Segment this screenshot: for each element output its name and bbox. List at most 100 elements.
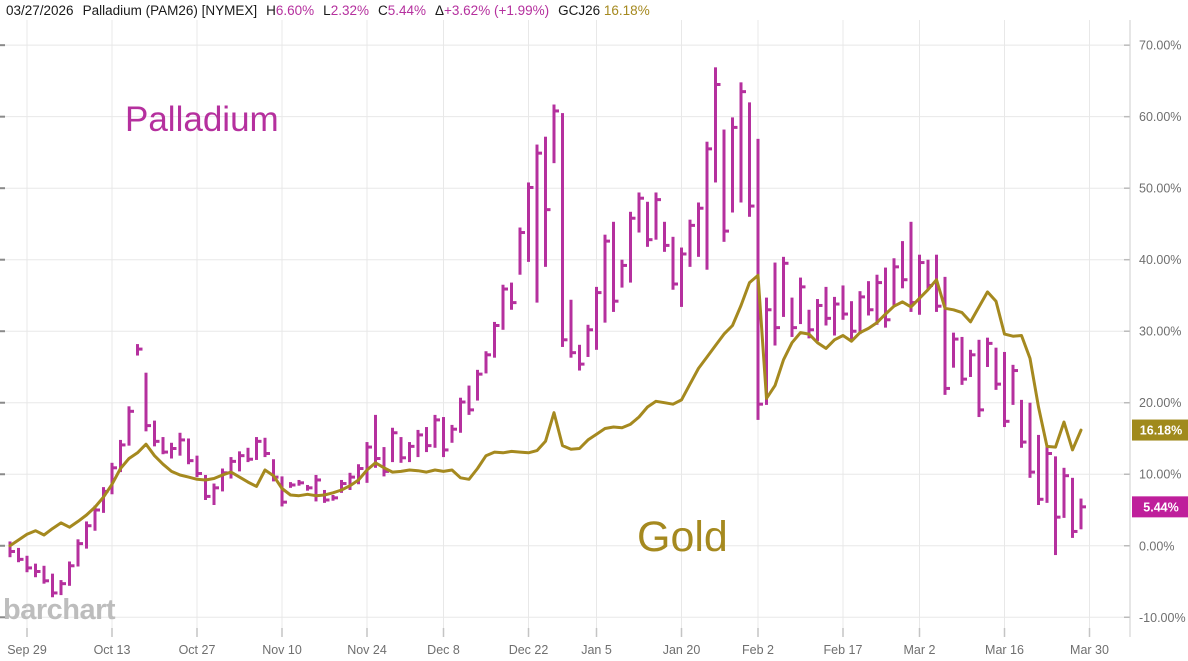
palladium-hlc-bar bbox=[340, 479, 343, 493]
palladium-hlc-bar bbox=[671, 236, 675, 290]
palladium-hlc-bar bbox=[484, 351, 488, 374]
palladium-hlc-bar bbox=[119, 439, 122, 473]
palladium-close-tick bbox=[9, 549, 15, 553]
palladium-close-tick bbox=[834, 302, 840, 306]
palladium-hlc-bar bbox=[680, 247, 683, 307]
palladium-close-tick bbox=[434, 418, 440, 422]
palladium-close-tick bbox=[443, 448, 449, 452]
palladium-close-tick bbox=[213, 486, 219, 490]
palladium-hlc-bar bbox=[314, 474, 318, 502]
palladium-close-tick bbox=[970, 353, 976, 357]
palladium-hlc-bar bbox=[841, 285, 845, 320]
palladium-close-tick bbox=[647, 238, 653, 242]
palladium-close-tick bbox=[706, 147, 712, 151]
palladium-close-tick bbox=[460, 400, 466, 404]
palladium-hlc-bar bbox=[76, 539, 80, 567]
palladium-hlc-bar bbox=[994, 347, 998, 390]
palladium-close-tick bbox=[111, 466, 117, 470]
palladium-close-tick bbox=[876, 281, 882, 285]
palladium-hlc-bar bbox=[204, 474, 207, 500]
palladium-hlc-bar bbox=[943, 276, 947, 395]
palladium-hlc-bar bbox=[1045, 446, 1049, 503]
palladium-hlc-bar bbox=[773, 262, 777, 346]
x-tick-label: Dec 8 bbox=[427, 643, 460, 657]
palladium-hlc-bar bbox=[255, 437, 258, 460]
palladium-hlc-bar bbox=[246, 447, 250, 463]
palladium-hlc-bar bbox=[1037, 434, 1040, 505]
palladium-close-tick bbox=[655, 198, 661, 202]
palladium-close-tick bbox=[613, 299, 619, 303]
palladium-close-tick bbox=[128, 409, 134, 413]
palladium-close-tick bbox=[715, 82, 721, 86]
palladium-close-tick bbox=[307, 486, 313, 490]
palladium-hlc-bar bbox=[450, 424, 454, 443]
palladium-hlc-bar bbox=[187, 438, 190, 465]
palladium-close-tick bbox=[808, 328, 814, 332]
palladium-close-tick bbox=[77, 542, 83, 546]
x-tick-label: Dec 22 bbox=[509, 643, 549, 657]
palladium-hlc-bar bbox=[986, 337, 989, 367]
palladium-hlc-bar bbox=[272, 459, 275, 482]
palladium-hlc-bar bbox=[654, 192, 658, 240]
palladium-hlc-bar bbox=[59, 580, 63, 596]
gold-price-line bbox=[8, 273, 1083, 548]
y-tick-label: 10.00% bbox=[1139, 468, 1181, 482]
palladium-close-tick bbox=[18, 557, 24, 561]
palladium-close-tick bbox=[953, 337, 959, 341]
palladium-close-tick bbox=[137, 347, 143, 351]
palladium-close-tick bbox=[1004, 419, 1010, 423]
palladium-close-tick bbox=[349, 475, 355, 479]
palladium-hlc-bar bbox=[833, 296, 836, 336]
palladium-close-tick bbox=[179, 438, 185, 442]
delta-value: +3.62% (+1.99%) bbox=[444, 3, 550, 18]
palladium-close-tick bbox=[1046, 452, 1052, 456]
palladium-close-tick bbox=[196, 472, 202, 476]
gold-quote: GCJ26 16.18% bbox=[558, 3, 650, 18]
palladium-hlc-bar bbox=[467, 385, 471, 415]
palladium-close-tick bbox=[944, 386, 950, 390]
palladium-hlc-bar bbox=[858, 291, 862, 335]
palladium-close-tick bbox=[485, 353, 491, 357]
palladium-hlc-bar bbox=[816, 299, 819, 342]
palladium-hlc-bar bbox=[1028, 402, 1032, 478]
palladium-hlc-bar bbox=[790, 297, 794, 337]
palladium-close-tick bbox=[120, 443, 126, 447]
palladium-close-tick bbox=[596, 291, 602, 295]
palladium-close-tick bbox=[60, 582, 66, 586]
palladium-close-tick bbox=[723, 229, 729, 233]
palladium-hlc-bar bbox=[85, 521, 88, 549]
palladium-close-tick bbox=[1063, 474, 1069, 478]
palladium-hlc-bar bbox=[357, 464, 360, 485]
palladium-hlc-bar bbox=[1079, 498, 1083, 530]
palladium-close-tick bbox=[230, 459, 236, 463]
palladium-hlc-bar bbox=[1003, 351, 1006, 428]
palladium-close-tick bbox=[698, 206, 704, 210]
palladium-hlc-bar bbox=[93, 505, 97, 531]
palladium-hlc-bar bbox=[595, 286, 598, 350]
palladium-hlc-bar bbox=[263, 437, 267, 458]
palladium-hlc-bar bbox=[238, 451, 241, 472]
palladium-hlc-bar bbox=[705, 141, 709, 270]
palladium-close-tick bbox=[774, 326, 780, 330]
low-value: 2.32% bbox=[330, 3, 369, 18]
palladium-hlc-bar bbox=[382, 447, 386, 477]
palladium-close-tick bbox=[749, 204, 755, 208]
palladium-hlc-bar bbox=[977, 339, 981, 418]
palladium-close-tick bbox=[477, 372, 483, 376]
palladium-close-tick bbox=[562, 338, 568, 342]
palladium-close-tick bbox=[536, 151, 542, 155]
high-stat: H6.60% bbox=[266, 3, 315, 18]
palladium-close-tick bbox=[800, 285, 806, 289]
palladium-hlc-bar bbox=[416, 429, 420, 458]
palladium-hlc-bar bbox=[518, 227, 522, 275]
palladium-close-tick bbox=[825, 316, 831, 320]
palladium-hlc-bar bbox=[552, 104, 556, 164]
palladium-close-tick bbox=[638, 196, 644, 200]
x-tick-label: Oct 13 bbox=[94, 643, 131, 657]
palladium-close-tick bbox=[171, 447, 177, 451]
palladium-hlc-bar bbox=[612, 221, 615, 312]
palladium-close-tick bbox=[358, 467, 364, 471]
palladium-close-tick bbox=[26, 566, 32, 570]
palladium-hlc-bar bbox=[731, 117, 734, 213]
